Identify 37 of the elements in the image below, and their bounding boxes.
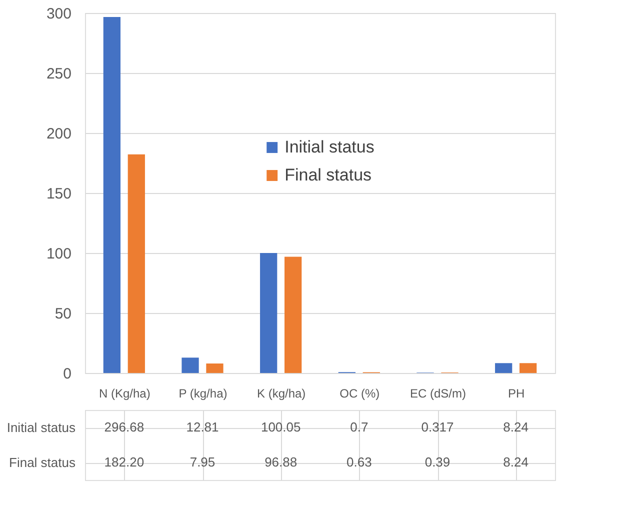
bar	[495, 363, 512, 373]
text: Final status	[9, 455, 76, 470]
data-label: 7.95	[190, 454, 216, 470]
bar	[260, 252, 278, 373]
x-tick-label: N (Kg/ha)	[98, 386, 150, 400]
data-label: 182.20	[104, 454, 144, 470]
data-label: 0.63	[346, 454, 372, 470]
x-tick-label: EC (dS/m)	[410, 386, 466, 400]
data-label: 0.7	[350, 420, 368, 434]
data-label: 0.317	[421, 420, 454, 434]
x-tick-label: K (kg/ha)	[256, 386, 306, 400]
x-tick-label: P (kg/ha)	[178, 386, 228, 400]
x-tick-label: PH	[508, 386, 525, 400]
data-label: 8.24	[503, 454, 528, 470]
bar	[182, 358, 199, 373]
y-tick-label: 150	[46, 186, 72, 202]
x-tick-label: OC (%)	[340, 386, 380, 400]
bar	[128, 154, 145, 373]
y-tick-label: 200	[46, 126, 72, 142]
data-label: 296.68	[104, 420, 144, 434]
y-tick-label: 0	[63, 366, 72, 382]
bar	[206, 363, 224, 373]
y-tick-label: 100	[46, 246, 72, 262]
legend-label: Initial status	[284, 138, 374, 156]
data-label: 0.39	[424, 454, 450, 470]
data-label: 12.81	[186, 420, 219, 434]
data-label: 96.88	[264, 454, 298, 470]
y-tick-label: 250	[46, 66, 72, 82]
y-tick-label: 50	[54, 306, 72, 322]
data-label: 8.24	[503, 420, 528, 434]
bar	[284, 256, 302, 373]
legend-label: Final status	[284, 166, 372, 184]
bar	[520, 363, 537, 373]
data-label: 100.05	[260, 420, 301, 434]
bar	[103, 16, 120, 373]
text: Initial status	[6, 420, 76, 435]
y-tick-label: 300	[46, 6, 72, 22]
